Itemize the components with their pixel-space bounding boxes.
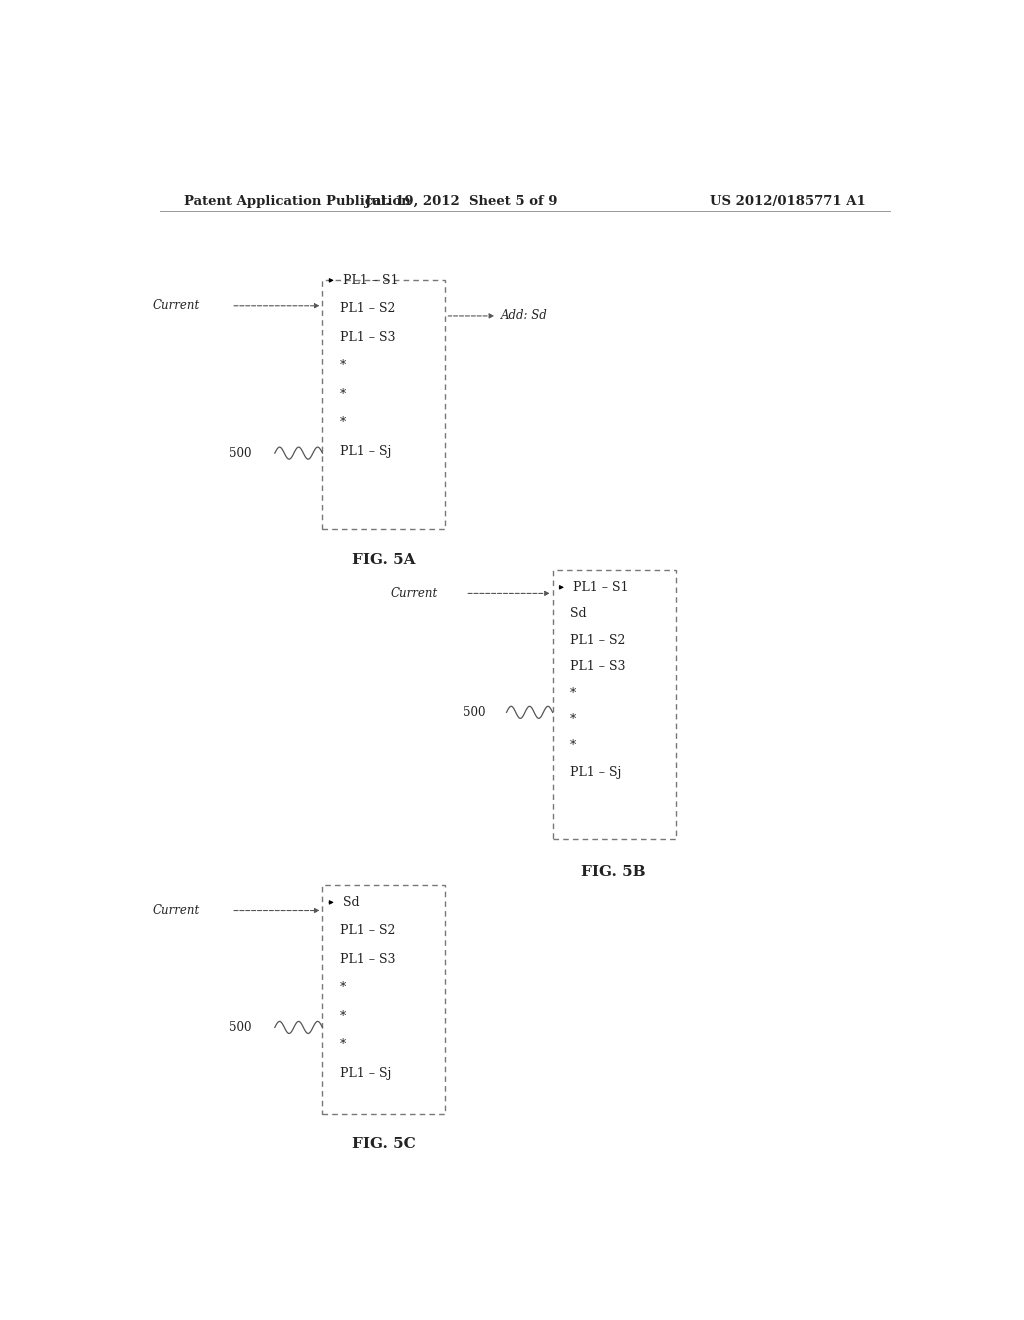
Bar xyxy=(323,886,445,1114)
Text: *: * xyxy=(570,739,577,752)
Text: *: * xyxy=(340,416,346,429)
Text: Current: Current xyxy=(153,300,200,313)
Text: Patent Application Publication: Patent Application Publication xyxy=(183,194,411,207)
Text: Current: Current xyxy=(153,904,200,917)
Text: FIG. 5B: FIG. 5B xyxy=(582,865,646,879)
Text: PL1 – S2: PL1 – S2 xyxy=(340,924,395,937)
Bar xyxy=(323,280,445,529)
Text: *: * xyxy=(570,686,577,700)
Text: FIG. 5A: FIG. 5A xyxy=(352,553,416,566)
Bar xyxy=(553,570,676,840)
Text: 500: 500 xyxy=(463,706,485,719)
Text: Jul. 19, 2012  Sheet 5 of 9: Jul. 19, 2012 Sheet 5 of 9 xyxy=(366,194,557,207)
Text: FIG. 5C: FIG. 5C xyxy=(351,1138,416,1151)
Text: PL1 – Sj: PL1 – Sj xyxy=(340,445,391,458)
Text: *: * xyxy=(340,1039,346,1051)
Text: 500: 500 xyxy=(228,1020,251,1034)
Text: US 2012/0185771 A1: US 2012/0185771 A1 xyxy=(711,194,866,207)
Text: *: * xyxy=(340,359,346,372)
Text: PL1 – S3: PL1 – S3 xyxy=(340,331,395,343)
Text: *: * xyxy=(340,981,346,994)
Text: *: * xyxy=(570,713,577,726)
Text: Sd: Sd xyxy=(570,607,587,620)
Text: PL1 – S3: PL1 – S3 xyxy=(570,660,626,673)
Text: Current: Current xyxy=(390,587,437,599)
Text: PL1 – S2: PL1 – S2 xyxy=(570,634,626,647)
Text: *: * xyxy=(340,1010,346,1023)
Text: PL1 – S1: PL1 – S1 xyxy=(573,581,629,594)
Text: PL1 – S3: PL1 – S3 xyxy=(340,953,395,966)
Text: Add: Sd: Add: Sd xyxy=(501,309,548,322)
Text: 500: 500 xyxy=(228,446,251,459)
Text: PL1 – S2: PL1 – S2 xyxy=(340,302,395,315)
Text: PL1 – Sj: PL1 – Sj xyxy=(570,766,622,779)
Text: PL1 – Sj: PL1 – Sj xyxy=(340,1067,391,1080)
Text: *: * xyxy=(340,388,346,401)
Text: PL1 – S1: PL1 – S1 xyxy=(343,273,398,286)
Text: Sd: Sd xyxy=(343,896,359,909)
